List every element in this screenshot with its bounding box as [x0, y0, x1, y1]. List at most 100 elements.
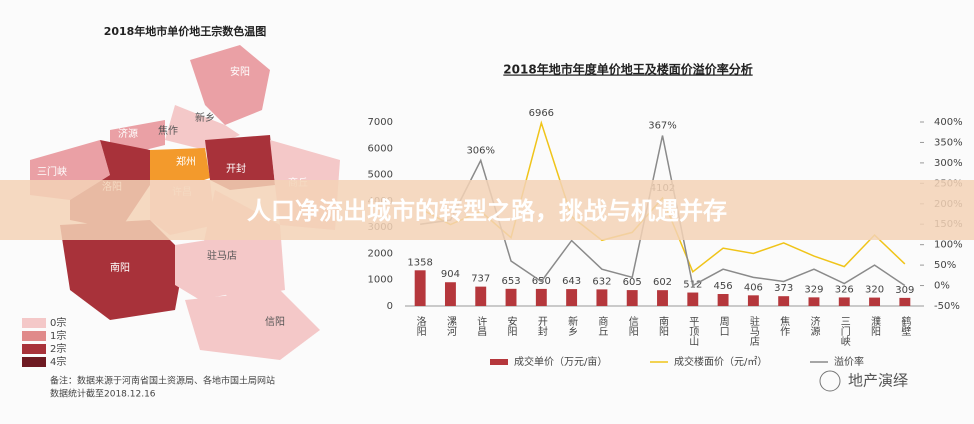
city-label: 郑州 [176, 155, 196, 168]
y2-tick-label: 350% [934, 137, 963, 148]
y2-tick-label: 50% [934, 260, 956, 271]
bar [657, 290, 668, 306]
legend-swatch [22, 331, 46, 341]
chart-title: 2018年地市年度单价地王及楼面价溢价率分析 [503, 62, 752, 77]
legend-label: 成交单价（万元/亩） [514, 355, 607, 368]
bar [869, 297, 881, 306]
y-tick-label: 2000 [368, 248, 393, 259]
bar [414, 270, 426, 306]
bar [596, 289, 608, 306]
map-title: 2018年地市单价地王宗数色温图 [104, 24, 267, 38]
x-tick-label: 驻马店 [747, 315, 759, 347]
x-tick-label: 安阳 [505, 315, 517, 336]
city-label: 焦作 [158, 124, 178, 137]
y2-tick-label: 300% [934, 158, 963, 169]
legend-swatch [22, 357, 46, 367]
region [190, 45, 270, 125]
data-label: 456 [714, 281, 733, 292]
city-label: 信阳 [265, 316, 285, 328]
watermark: 地产演绎 [848, 372, 908, 390]
x-tick-label: 洛阳 [414, 315, 426, 336]
city-label: 三门峡 [37, 165, 67, 178]
data-label: 737 [471, 274, 490, 285]
region [205, 135, 275, 190]
data-label: 1358 [407, 257, 432, 268]
x-tick-label: 焦作 [778, 315, 790, 336]
banner-bg [0, 180, 974, 240]
bar [808, 297, 820, 306]
region [175, 235, 250, 300]
data-label: 632 [592, 276, 611, 287]
bar [899, 297, 911, 306]
bar [444, 282, 456, 306]
city-label: 驻马店 [207, 249, 237, 262]
region [150, 148, 210, 188]
x-tick-label: 信阳 [626, 316, 638, 336]
legend-label: 4宗 [50, 355, 66, 368]
bar [717, 294, 729, 306]
legend-swatch [490, 359, 508, 365]
legend-label: 2宗 [50, 342, 66, 355]
bar [747, 295, 759, 306]
bar [778, 296, 790, 306]
bar [475, 286, 487, 306]
data-label: 329 [804, 284, 823, 295]
data-label: 367% [648, 120, 677, 131]
legend-label: 0宗 [50, 316, 66, 329]
y2-tick-label: -50% [934, 301, 960, 312]
x-tick-label: 开封 [535, 316, 547, 336]
y-tick-label: 5000 [368, 170, 393, 181]
y-tick-label: 0 [387, 301, 393, 312]
x-tick-label: 商丘 [596, 315, 608, 336]
y-tick-label: 1000 [368, 275, 393, 286]
note: 备注：数据来源于河南省国土资源局、各地市国土局网站 [50, 375, 275, 387]
y2-tick-label: 400% [934, 117, 963, 128]
city-label: 开封 [226, 162, 246, 175]
bar [687, 292, 699, 306]
bar [838, 297, 850, 306]
city-label: 济源 [118, 127, 138, 140]
data-label: 6966 [529, 108, 554, 119]
x-tick-label: 三门峡 [838, 316, 850, 346]
data-label: 643 [562, 276, 581, 287]
city-label: 南阳 [110, 261, 130, 274]
legend-label: 1宗 [50, 329, 66, 342]
legend-swatch [22, 318, 46, 328]
bar [535, 288, 547, 306]
data-label: 406 [744, 282, 763, 293]
data-label: 653 [501, 276, 520, 287]
y-tick-label: 6000 [368, 143, 393, 154]
y2-tick-label: 0% [934, 281, 950, 292]
y2-tick-label: 100% [934, 240, 963, 251]
x-tick-label: 周口 [717, 316, 729, 336]
note: 数据统计截至2018.12.16 [50, 388, 156, 400]
x-tick-label: 许昌 [475, 316, 487, 337]
logo [819, 370, 841, 392]
data-label: 306% [466, 145, 495, 156]
region [60, 220, 185, 320]
x-tick-label: 平顶山 [687, 316, 699, 346]
data-label: 605 [623, 277, 642, 288]
y-tick-label: 7000 [368, 117, 393, 128]
city-label: 安阳 [230, 65, 250, 78]
city-label: 新乡 [195, 111, 215, 124]
data-label: 904 [441, 269, 460, 280]
legend-label: 溢价率 [834, 355, 864, 368]
region [185, 290, 320, 360]
x-tick-label: 新乡 [566, 315, 578, 336]
data-label: 326 [835, 284, 854, 295]
data-label: 373 [774, 283, 793, 294]
legend-swatch [22, 344, 46, 354]
data-label: 320 [865, 285, 884, 296]
bar [626, 290, 638, 306]
x-tick-label: 鹤壁 [899, 315, 911, 336]
legend-label: 成交楼面价（元/㎡） [674, 355, 767, 368]
x-tick-label: 濮阳 [869, 315, 881, 336]
banner-title: 人口净流出城市的转型之路，挑战与机遇并存 [247, 197, 727, 225]
region [110, 120, 165, 150]
data-label: 602 [653, 277, 672, 288]
x-tick-label: 漯河 [444, 316, 456, 336]
bar [505, 288, 517, 306]
x-tick-label: 济源 [808, 315, 820, 337]
x-tick-label: 南阳 [657, 315, 669, 336]
